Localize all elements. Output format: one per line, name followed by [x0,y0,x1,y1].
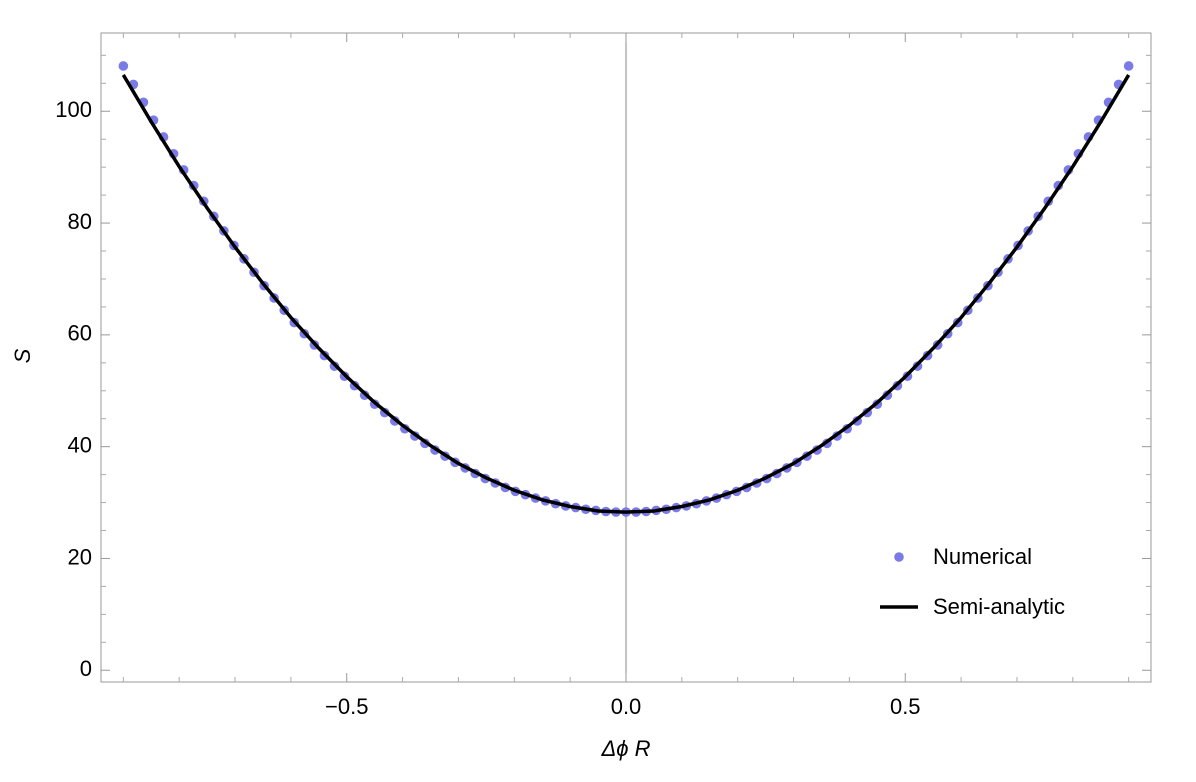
x-tick-label: 0.5 [890,694,921,719]
y-tick-label: 20 [68,544,92,569]
y-tick-label: 40 [68,432,92,457]
x-axis-label: Δϕ R [601,736,651,761]
y-tick-label: 80 [68,209,92,234]
data-point [118,61,129,71]
x-tick-label: 0.0 [611,694,642,719]
semi-analytic-line [121,74,1131,514]
legend-marker [894,552,904,562]
y-axis-label: S [10,348,35,363]
x-tick-label: −0.5 [325,694,368,719]
legend-label: Numerical [933,544,1032,569]
legend-label: Semi-analytic [933,594,1065,619]
y-tick-label: 60 [68,321,92,346]
data-point [1123,61,1134,71]
y-tick-label: 100 [55,97,92,122]
y-tick-label: 0 [80,656,92,681]
